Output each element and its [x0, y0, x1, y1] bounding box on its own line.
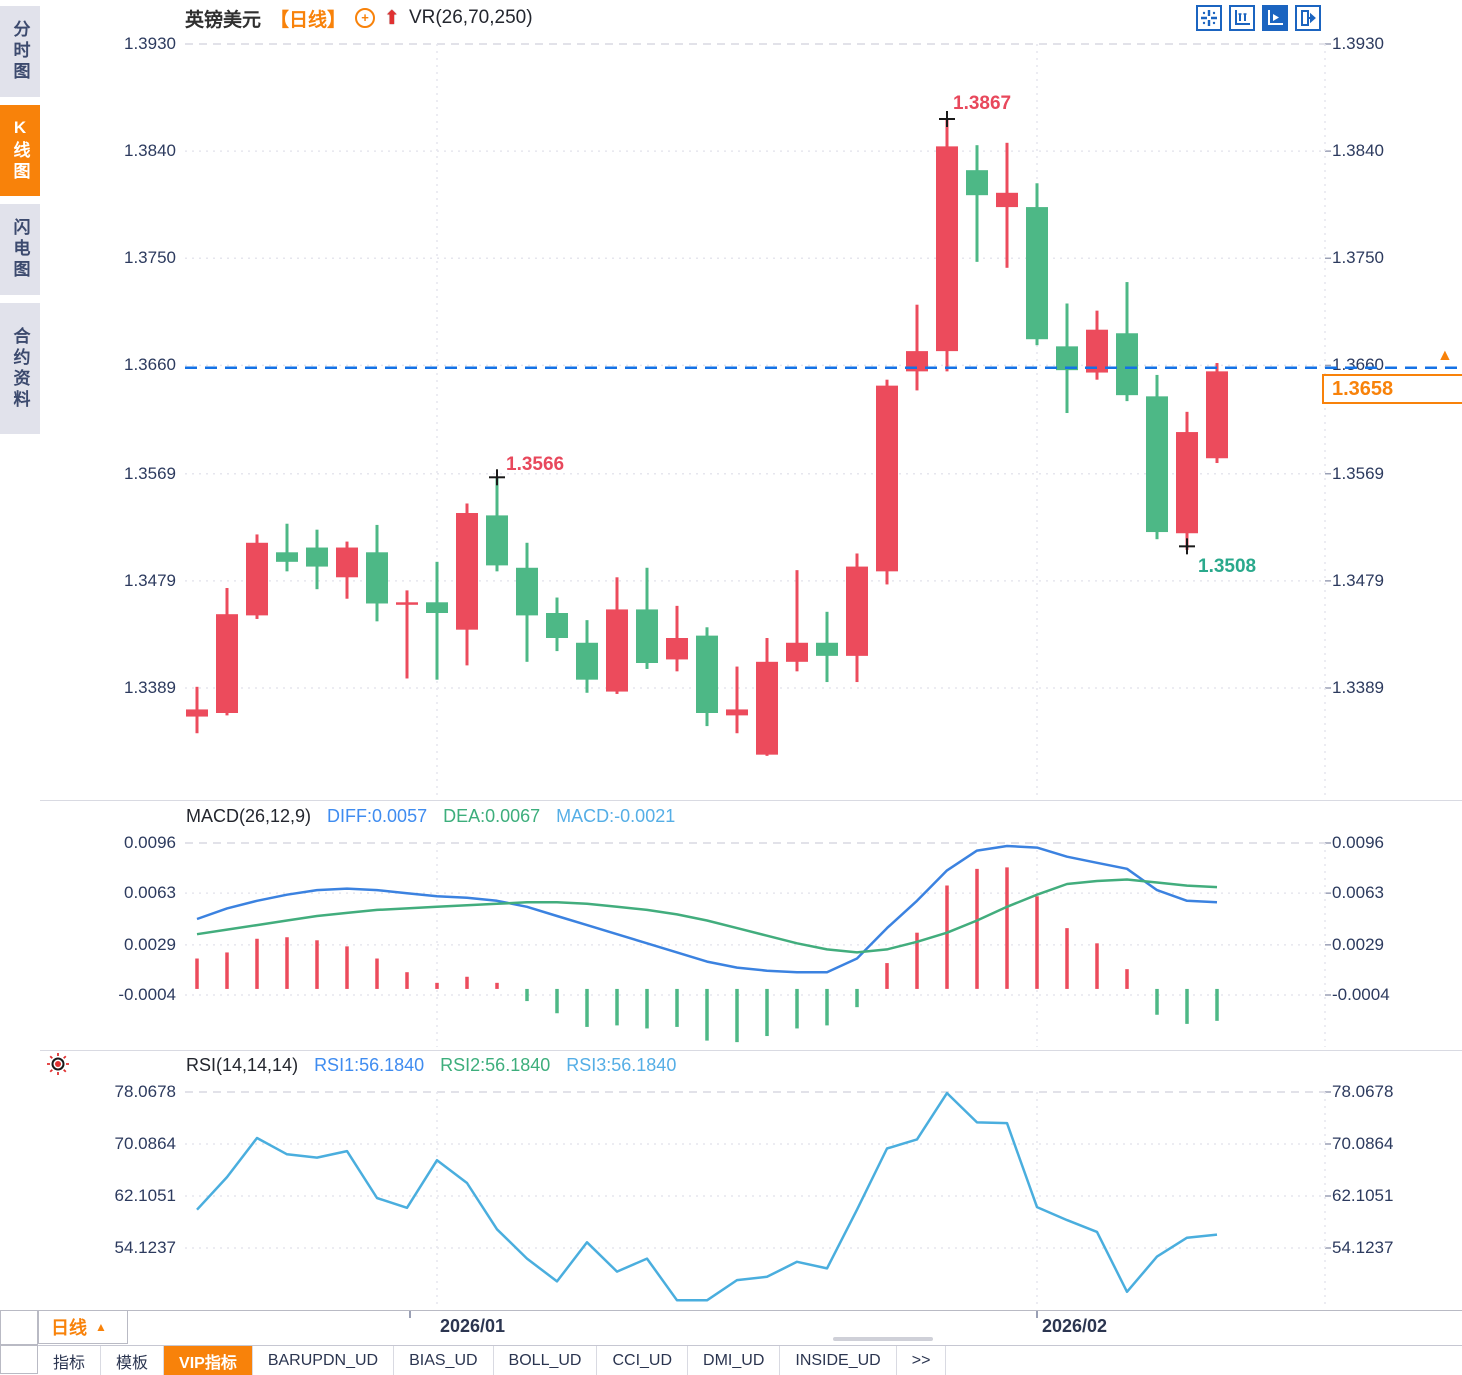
rsi1-value: RSI1:56.1840 — [314, 1055, 425, 1075]
tab-bias_ud[interactable]: BIAS_UD — [394, 1346, 494, 1375]
plus-circle-icon[interactable]: + — [355, 8, 376, 28]
tab-inside_ud[interactable]: INSIDE_UD — [780, 1346, 897, 1375]
current-price-box: 1.3658 — [1322, 374, 1462, 404]
rsi2-value: RSI2:56.1840 — [440, 1055, 551, 1075]
sidebar-item-1[interactable]: 分时图 — [0, 6, 40, 97]
tab-vip[interactable]: VIP指标 — [164, 1346, 253, 1375]
period-selector[interactable]: 日线 ▲ — [38, 1310, 128, 1344]
tab-[interactable]: >> — [896, 1346, 947, 1375]
rsi3-value: RSI3:56.1840 — [566, 1055, 677, 1075]
price-axis-label: 1.3569 — [124, 463, 176, 483]
price-axis-label: 1.3389 — [124, 678, 176, 697]
sidebar-item-4[interactable]: 合约资料 — [0, 303, 40, 434]
price-axis-label: 1.3660 — [1332, 355, 1384, 375]
axis-play-button[interactable] — [1262, 5, 1288, 31]
macd-diff-value: DIFF:0.0057 — [327, 806, 428, 826]
x-axis-label: 2026/02 — [1042, 1316, 1108, 1336]
axis-scale-icon — [1235, 10, 1250, 25]
panel-separator — [40, 1050, 1462, 1051]
exit-door-icon — [1301, 10, 1316, 26]
macd-axis-label: 0.0029 — [1332, 934, 1384, 954]
rsi-axis-label: 70.0864 — [1332, 1134, 1394, 1153]
vr-indicator-label: VR(26,70,250) — [408, 7, 533, 28]
price-axis-label: 1.3930 — [124, 34, 176, 53]
corner-box — [0, 1310, 38, 1345]
axis-scale-button[interactable] — [1229, 5, 1255, 31]
price-axis-label: 1.3840 — [1332, 141, 1384, 161]
price-axis-label: 1.3569 — [1332, 463, 1384, 483]
tab-barupdn_ud[interactable]: BARUPDN_UD — [252, 1346, 395, 1375]
price-axis-label: 1.3840 — [124, 141, 176, 161]
swing-high-annotation: 1.3566 — [506, 454, 565, 475]
rsi-header: RSI(14,14,14) RSI1:56.1840 RSI2:56.1840 … — [186, 1055, 676, 1076]
tab-scrollbar[interactable] — [833, 1337, 933, 1341]
x-axis-label: 2026/01 — [440, 1316, 506, 1336]
crosshair-icon — [1201, 10, 1217, 26]
tab-[interactable]: 模板 — [101, 1346, 165, 1375]
axis-play-icon — [1268, 10, 1283, 25]
up-arrow-icon: ⬆ — [384, 7, 400, 29]
period-tag[interactable]: 【日线】 — [270, 9, 347, 31]
tab-cci_ud[interactable]: CCI_UD — [597, 1346, 689, 1375]
macd-dea-value: DEA:0.0067 — [443, 806, 541, 826]
low-price-annotation: 1.3508 — [1198, 556, 1257, 577]
corner-box — [0, 1345, 38, 1374]
price-axis-label: 1.3479 — [124, 570, 176, 590]
indicator-tab-bar: 指标 模板 VIP指标 BARUPDN_UD BIAS_UD BOLL_UD CCI_UD D… — [38, 1345, 1462, 1375]
rsi-axis-label: 70.0864 — [114, 1134, 176, 1153]
toolbar — [1196, 5, 1321, 31]
x-axis-tick — [409, 1311, 411, 1318]
current-price-value: 1.3658 — [1332, 378, 1394, 400]
macd-axis-label: 0.0096 — [124, 833, 176, 852]
tab-[interactable]: 指标 — [38, 1346, 102, 1375]
macd-title[interactable]: MACD(26,12,9) — [186, 806, 312, 826]
macd-axis-label: 0.0096 — [1332, 833, 1384, 852]
macd-axis-label: -0.0004 — [118, 985, 176, 1004]
macd-value: MACD:-0.0021 — [556, 806, 676, 826]
sidebar-item-2[interactable]: K线图 — [0, 105, 40, 196]
rsi-title[interactable]: RSI(14,14,14) — [186, 1055, 299, 1075]
price-axis-label: 1.3479 — [1332, 570, 1384, 590]
macd-axis-label: 0.0063 — [124, 883, 176, 903]
exit-button[interactable] — [1295, 5, 1321, 31]
tab-boll_ud[interactable]: BOLL_UD — [493, 1346, 598, 1375]
macd-axis-label: 0.0063 — [1332, 883, 1384, 903]
crosshair-button[interactable] — [1196, 5, 1222, 31]
chart-header: 英镑美元 【日线】 + ⬆ VR(26,70,250) — [185, 5, 533, 31]
up-triangle-icon: ▲ — [95, 1320, 107, 1334]
rsi-axis-label: 78.0678 — [1332, 1082, 1394, 1101]
x-axis-row: 日线 ▲ 2026/01 2026/02 — [38, 1310, 1462, 1345]
rsi-axis-label: 62.1051 — [1332, 1185, 1394, 1205]
period-label: 日线 — [51, 1318, 87, 1338]
rsi-axis-label: 78.0678 — [114, 1082, 176, 1101]
sidebar-item-3[interactable]: 闪电图 — [0, 204, 40, 295]
macd-axis-label: 0.0029 — [124, 934, 176, 954]
tab-dmi_ud[interactable]: DMI_UD — [688, 1346, 781, 1375]
price-axis-label: 1.3660 — [124, 355, 176, 375]
sun-icon[interactable] — [45, 1051, 71, 1077]
rsi-axis-label: 54.1237 — [114, 1238, 176, 1257]
macd-header: MACD(26,12,9) DIFF:0.0057 DEA:0.0067 MAC… — [186, 806, 675, 827]
rsi-axis-label: 54.1237 — [1332, 1238, 1394, 1257]
sidebar: 分时图 K线图闪电图合约资料 — [0, 0, 40, 442]
price-axis-label: 1.3930 — [1332, 34, 1384, 53]
price-axis-label: 1.3750 — [124, 248, 176, 268]
rsi-axis-label: 62.1051 — [114, 1185, 176, 1205]
price-axis-label: 1.3750 — [1332, 248, 1384, 268]
price-axis-label: 1.3389 — [1332, 678, 1384, 697]
up-triangle-icon: ▲ — [1437, 347, 1453, 364]
panel-separator — [40, 800, 1462, 801]
x-axis-tick — [1036, 1311, 1038, 1318]
high-price-annotation: 1.3867 — [953, 93, 1012, 114]
symbol-title: 英镑美元 — [185, 9, 262, 31]
macd-axis-label: -0.0004 — [1332, 985, 1390, 1004]
